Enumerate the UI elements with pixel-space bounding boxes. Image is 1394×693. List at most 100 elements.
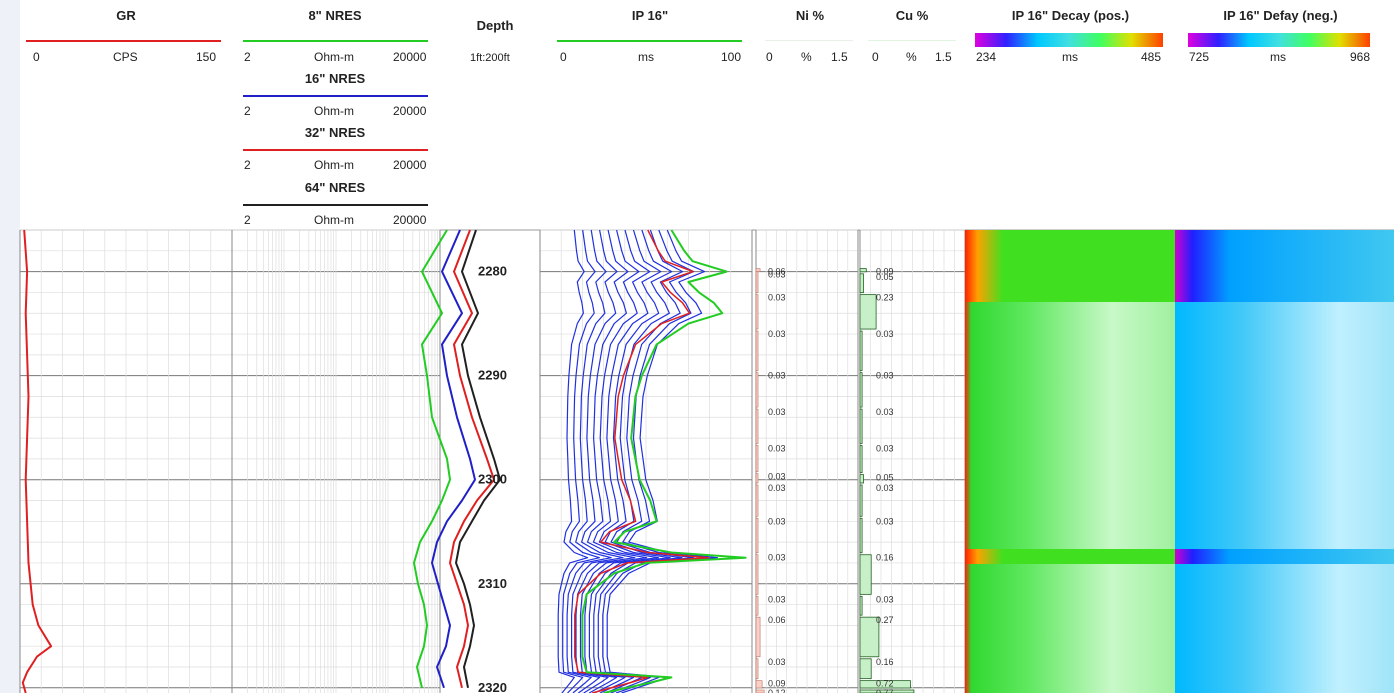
decay-pos-band bbox=[965, 363, 1175, 370]
decay-pos-band bbox=[965, 379, 1175, 386]
decay-pos-band bbox=[965, 677, 1175, 684]
decay-neg-max: 968 bbox=[1350, 50, 1371, 64]
decay-pos-band bbox=[965, 646, 1175, 653]
ip16-gate-curve bbox=[557, 229, 589, 693]
decay-neg-band bbox=[1175, 276, 1394, 283]
decay-pos-unit: ms bbox=[1062, 50, 1078, 64]
decay-pos-band bbox=[965, 451, 1175, 458]
decay-neg-band bbox=[1175, 687, 1394, 693]
decay-pos-band bbox=[965, 404, 1175, 412]
decay-pos-band bbox=[965, 610, 1175, 617]
ni-bar bbox=[755, 268, 761, 272]
ni-value-label: 0.06 bbox=[768, 615, 786, 625]
decay-pos-band bbox=[965, 584, 1175, 592]
ip16-title: IP 16" bbox=[631, 8, 669, 23]
decay-neg-band bbox=[1175, 569, 1394, 576]
ip16-scale-max: 100 bbox=[721, 50, 742, 64]
decay-neg-band bbox=[1175, 656, 1394, 664]
ip16-gate-curve bbox=[575, 229, 636, 693]
decay-neg-band bbox=[1175, 245, 1394, 252]
ip16-curve bbox=[581, 229, 747, 693]
decay-neg-band bbox=[1175, 332, 1394, 340]
ip16-scale-min: 0 bbox=[560, 50, 567, 64]
decay-neg-band bbox=[1175, 302, 1394, 309]
decay-pos-band bbox=[965, 425, 1175, 432]
decay-neg-band bbox=[1175, 667, 1394, 674]
ip16-gate-curve bbox=[593, 229, 683, 693]
ni-value-label: 0.03 bbox=[768, 329, 786, 339]
ip16-gate-curve bbox=[566, 229, 612, 693]
decay-neg-band bbox=[1175, 564, 1394, 571]
decay-pos-band bbox=[965, 636, 1175, 643]
decay-pos-max: 485 bbox=[1141, 50, 1162, 64]
decay-pos-band bbox=[965, 250, 1175, 257]
cu-value-label: 0.16 bbox=[876, 657, 894, 667]
ni-value-label: 0.03 bbox=[768, 407, 786, 417]
decay-neg-band bbox=[1175, 307, 1394, 314]
decay-neg-band bbox=[1175, 410, 1394, 417]
decay-pos-band bbox=[965, 332, 1175, 340]
decay-pos-band bbox=[965, 430, 1175, 437]
decay-neg-band bbox=[1175, 677, 1394, 684]
decay-pos-band bbox=[965, 374, 1175, 381]
decay-neg-band bbox=[1175, 543, 1394, 550]
decay-pos-band bbox=[965, 440, 1175, 448]
decay-neg-band bbox=[1175, 533, 1394, 540]
cu-bar bbox=[859, 595, 863, 616]
decay-pos-image bbox=[965, 230, 1175, 693]
decay-neg-band bbox=[1175, 507, 1394, 514]
nres64-scale-unit: Ohm-m bbox=[314, 213, 354, 227]
decay-pos-band bbox=[965, 615, 1175, 622]
nres32-title: 32" NRES bbox=[304, 125, 366, 140]
decay-pos-band bbox=[965, 240, 1175, 247]
decay-pos-band bbox=[965, 466, 1175, 473]
cu-value-label: 0.77 bbox=[876, 688, 894, 693]
decay-pos-band bbox=[965, 620, 1175, 628]
ni-value-label: 0.03 bbox=[768, 594, 786, 604]
decay-pos-band bbox=[965, 631, 1175, 638]
decay-neg-band bbox=[1175, 312, 1394, 319]
decay-pos-band bbox=[965, 651, 1175, 658]
decay-neg-band bbox=[1175, 512, 1394, 520]
decay-neg-band bbox=[1175, 476, 1394, 484]
nres32-curve bbox=[449, 229, 495, 689]
decay-pos-band bbox=[965, 235, 1175, 242]
decay-neg-band bbox=[1175, 672, 1394, 679]
cu-value-label: 0.27 bbox=[876, 615, 894, 625]
decay-neg-image bbox=[1175, 230, 1394, 693]
decay-pos-band bbox=[965, 656, 1175, 664]
decay-pos-band bbox=[965, 456, 1175, 463]
decay-pos-band bbox=[965, 492, 1175, 499]
depth-tick-label: 2280 bbox=[478, 264, 507, 279]
decay-neg-band bbox=[1175, 682, 1394, 689]
decay-neg-band bbox=[1175, 600, 1394, 607]
decay-pos-band bbox=[965, 245, 1175, 252]
decay-neg-band bbox=[1175, 461, 1394, 468]
decay-neg-band bbox=[1175, 338, 1394, 345]
decay-neg-band bbox=[1175, 358, 1394, 365]
nres8-line-swatch bbox=[243, 40, 428, 42]
cu-value-label: 0.03 bbox=[876, 516, 894, 526]
cu-bar bbox=[859, 554, 872, 595]
decay-pos-band bbox=[965, 507, 1175, 514]
decay-neg-band bbox=[1175, 240, 1394, 247]
cu-bar bbox=[859, 689, 915, 693]
ni-bar bbox=[755, 484, 759, 517]
cu-value-label: 0.03 bbox=[876, 443, 894, 453]
decay-pos-band bbox=[965, 595, 1175, 602]
ni-value-label: 0.03 bbox=[768, 293, 786, 303]
left-margin bbox=[0, 0, 20, 693]
cu-value-label: 0.09 bbox=[876, 267, 894, 277]
decay-neg-band bbox=[1175, 646, 1394, 653]
decay-neg-band bbox=[1175, 415, 1394, 422]
decay-neg-band bbox=[1175, 502, 1394, 509]
decay-neg-band bbox=[1175, 528, 1394, 535]
cu-value-label: 0.03 bbox=[876, 594, 894, 604]
nres8-scale-unit: Ohm-m bbox=[314, 50, 354, 64]
decay-neg-band bbox=[1175, 291, 1394, 298]
decay-neg-band bbox=[1175, 235, 1394, 242]
cu-title: Cu % bbox=[895, 8, 929, 23]
gr-title: GR bbox=[116, 8, 136, 23]
decay-neg-band bbox=[1175, 322, 1394, 329]
cu-value-label: 0.03 bbox=[876, 483, 894, 493]
